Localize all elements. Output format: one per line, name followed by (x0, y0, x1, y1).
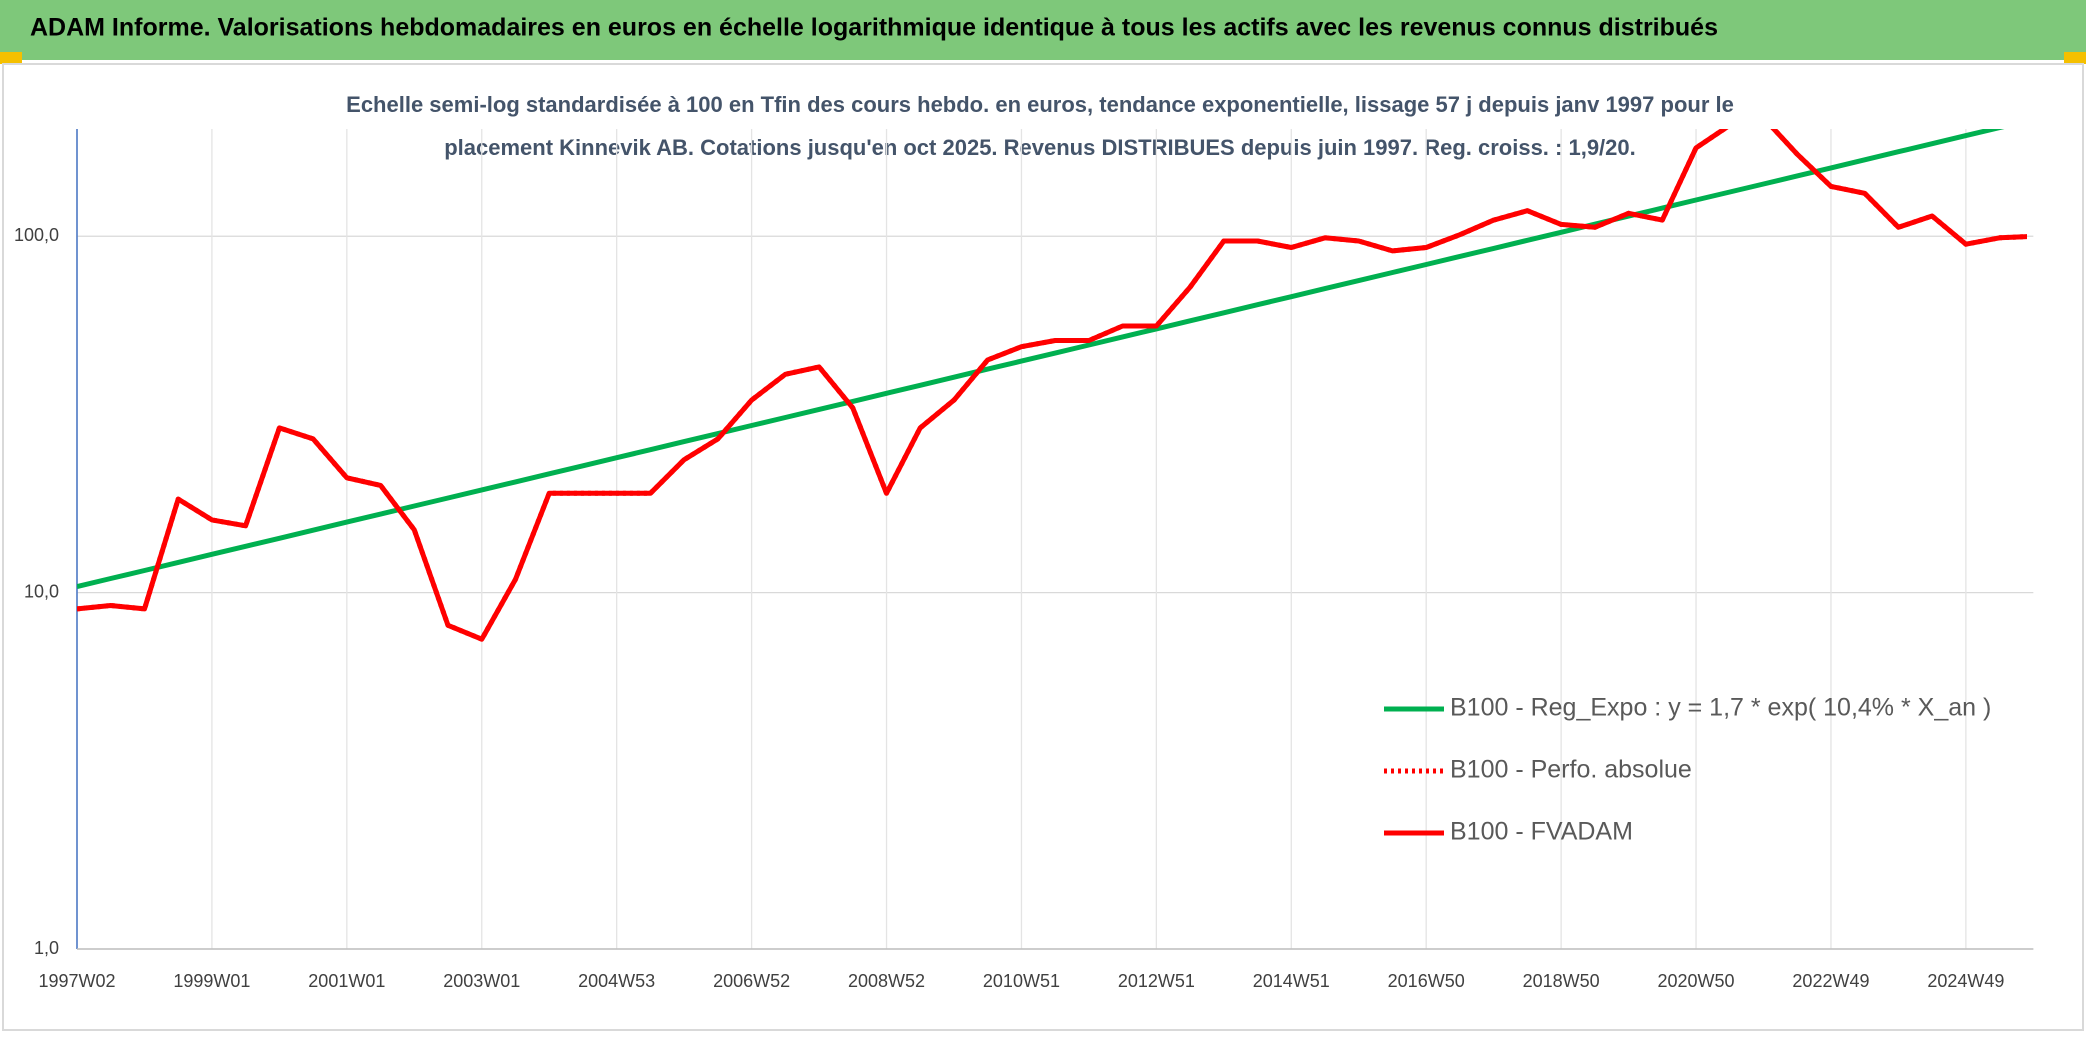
x-tick-label: 2020W50 (1658, 971, 1735, 991)
data-line (77, 129, 2005, 590)
legend-label: B100 - Perfo. absolue (1450, 756, 1692, 784)
x-tick-label: 2006W52 (713, 971, 790, 991)
x-tick-label: 2018W50 (1523, 971, 1600, 991)
legend-label: B100 - FVADAM (1450, 818, 1633, 846)
x-tick-label: 2022W49 (1792, 971, 1869, 991)
y-tick-label: 100,0 (14, 225, 59, 245)
chart-subtitle: Echelle semi-log standardisée à 100 en T… (346, 92, 1734, 117)
chart-subtitle: placement Kinnevik AB. Cotations jusqu'e… (444, 135, 1636, 160)
data-line (77, 129, 2027, 642)
x-tick-label: 1997W02 (38, 971, 115, 991)
x-tick-label: 2003W01 (443, 971, 520, 991)
x-tick-label: 2012W51 (1118, 971, 1195, 991)
y-tick-label: 10,0 (24, 581, 59, 601)
x-tick-label: 2014W51 (1253, 971, 1330, 991)
x-tick-label: 2008W52 (848, 971, 925, 991)
x-tick-label: 2001W01 (308, 971, 385, 991)
corner-mark (2064, 52, 2086, 64)
chart-title: ADAM Informe. Valorisations hebdomadaire… (30, 14, 1718, 42)
legend-label: B100 - Reg_Expo : y = 1,7 * exp( 10,4% *… (1450, 694, 1991, 722)
x-tick-label: 2024W49 (1927, 971, 2004, 991)
corner-mark (0, 52, 22, 64)
y-tick-label: 1,0 (34, 938, 59, 958)
chart-frame (2, 63, 2084, 1031)
x-tick-label: 2010W51 (983, 971, 1060, 991)
x-tick-label: 2004W53 (578, 971, 655, 991)
x-tick-label: 1999W01 (173, 971, 250, 991)
plot-area (77, 129, 2027, 642)
header-band (0, 0, 2086, 60)
x-tick-label: 2016W50 (1388, 971, 1465, 991)
